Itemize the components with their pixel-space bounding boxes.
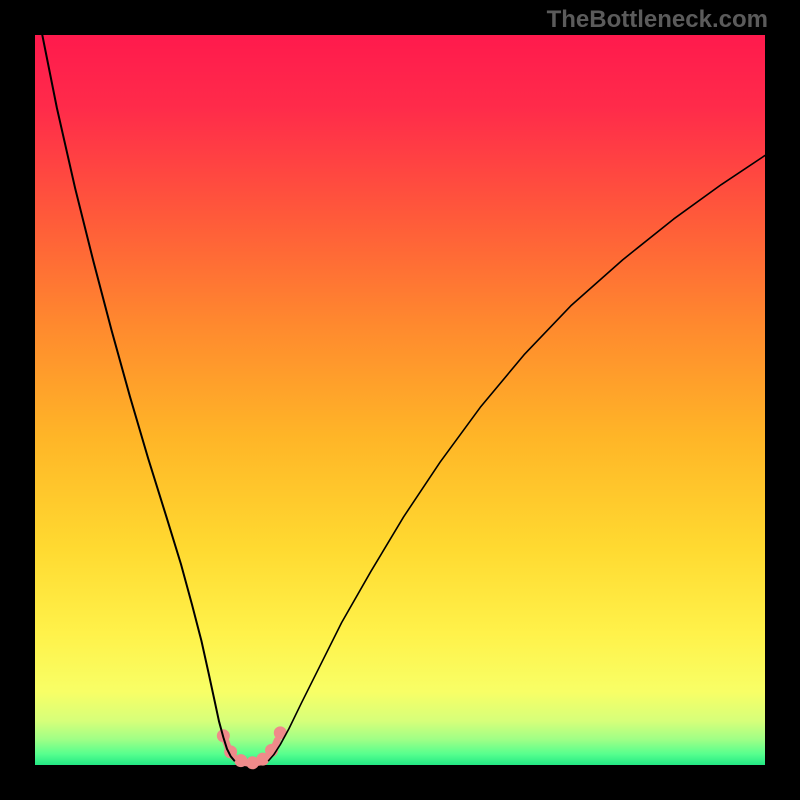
curve-left xyxy=(42,35,234,761)
trough-marker-2 xyxy=(234,754,247,767)
watermark-text: TheBottleneck.com xyxy=(547,6,768,34)
curves-layer xyxy=(0,0,800,800)
chart-root: TheBottleneck.com xyxy=(0,0,800,800)
curve-right xyxy=(269,155,765,760)
